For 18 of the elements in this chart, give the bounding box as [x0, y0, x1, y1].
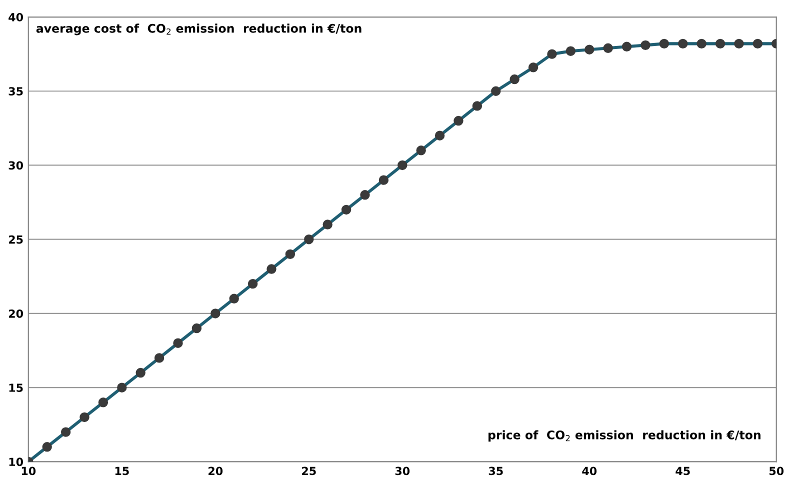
y-tick-label: 40 [8, 12, 24, 22]
y-tick-label: 35 [8, 87, 23, 96]
y-tick-label: 20 [8, 309, 24, 318]
x-tick-label: 25 [302, 466, 316, 476]
y-axis-title: average cost of CO$_{2}$ emission reduction in €/ton [36, 24, 362, 36]
x-tick-label: 15 [115, 466, 129, 476]
x-tick-label: 20 [208, 466, 223, 476]
y-tick-label: 15 [9, 384, 23, 392]
x-tick-label: 35 [488, 466, 503, 476]
x-tick-label: 50 [770, 466, 784, 476]
x-tick-label: 40 [582, 466, 597, 476]
y-tick-label: 30 [8, 161, 24, 170]
y-tick-label: 10 [9, 458, 24, 466]
x-tick-label: 45 [676, 466, 690, 476]
y-tick-label: 25 [8, 235, 23, 244]
x-tick-label: 30 [395, 466, 410, 476]
x-tick-label: 10 [22, 466, 36, 476]
x-axis-title: price of CO$_{2}$ emission reduction in €/ton [488, 430, 760, 442]
